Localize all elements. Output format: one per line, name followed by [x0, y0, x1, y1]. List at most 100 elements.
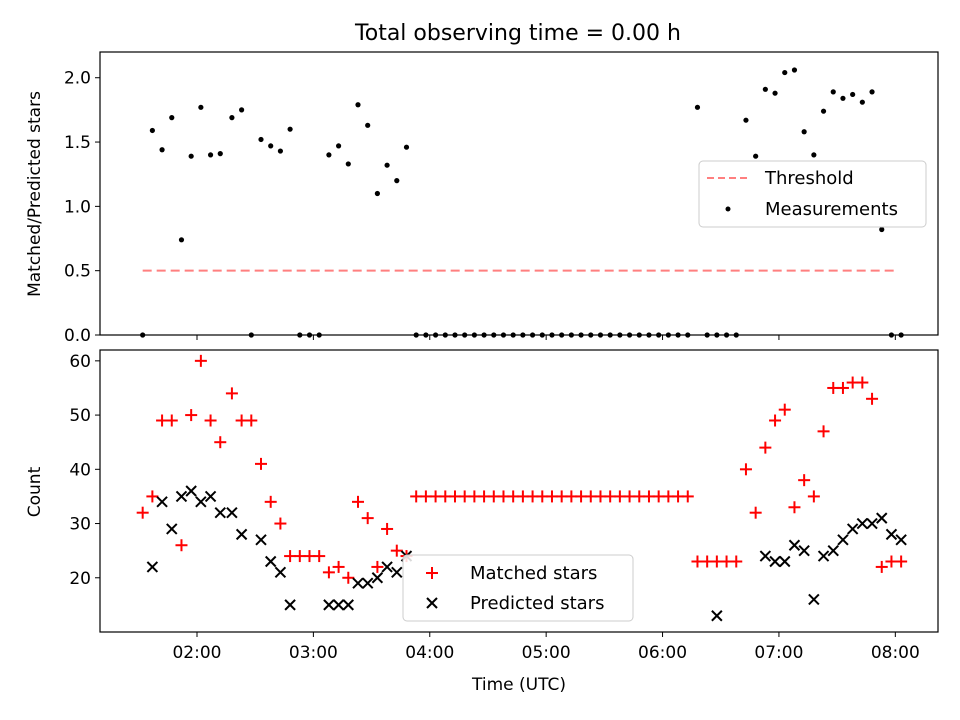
- measurement-point: [549, 332, 555, 338]
- measurement-point: [830, 89, 836, 95]
- legend-top-box: [698, 160, 927, 228]
- predicted-star-point: [817, 550, 830, 562]
- matched-star-point: [185, 409, 198, 422]
- measurement-point: [403, 144, 410, 150]
- measurement-point: [801, 129, 807, 135]
- legend-predicted-label: Predicted stars: [470, 593, 604, 614]
- y-tick-label: 0.0: [64, 326, 91, 346]
- matched-star-point: [836, 381, 849, 394]
- measurement-point: [772, 90, 778, 96]
- matched-star-point: [798, 474, 811, 487]
- legend-measurements-label: Measurements: [765, 199, 898, 220]
- y-tick-label: 40: [69, 460, 91, 480]
- measurement-point: [694, 104, 701, 110]
- measurement-point: [471, 332, 477, 338]
- measurement-point: [510, 332, 516, 338]
- measurement-point: [539, 332, 545, 338]
- predicted-star-point: [235, 528, 248, 541]
- legend-bottom-box: [402, 554, 634, 622]
- measurement-point: [753, 153, 759, 159]
- matched-star-point: [274, 517, 287, 530]
- measurement-point: [607, 332, 613, 338]
- matched-star-point: [895, 555, 908, 568]
- measurement-point: [345, 161, 351, 167]
- matched-star-point: [759, 441, 772, 454]
- matched-star-point: [255, 457, 268, 470]
- panel-ratio-ylabel: Matched/Predicted stars: [25, 91, 45, 297]
- matched-star-point: [204, 414, 217, 427]
- y-tick-label: 50: [69, 406, 91, 426]
- measurement-point: [811, 152, 817, 158]
- predicted-star-point: [779, 555, 791, 568]
- legend-matched-label: Matched stars: [470, 563, 597, 584]
- measurement-point: [462, 332, 468, 338]
- predicted-star-point: [808, 593, 820, 606]
- predicted-star-point: [255, 534, 267, 546]
- measurement-point: [879, 226, 885, 233]
- matched-star-point: [749, 506, 762, 519]
- panel-counts-frame: [99, 349, 939, 633]
- measurement-point: [297, 332, 303, 338]
- predicted-star-point: [274, 566, 287, 579]
- measurement-point: [374, 190, 380, 197]
- measurement-point: [869, 89, 875, 95]
- legend-predicted-swatch: [426, 597, 438, 609]
- measurement-point: [568, 332, 574, 338]
- predicted-star-point: [332, 599, 345, 611]
- measurement-point: [559, 332, 565, 338]
- matched-star-point: [875, 560, 888, 573]
- measurement-point: [850, 91, 856, 98]
- measurement-point: [743, 117, 749, 123]
- measurement-point: [733, 332, 739, 338]
- panel-ratio-y-ticks: 0.0 0.5 1.0 1.5 2.0: [64, 69, 100, 346]
- matched-star-point: [788, 501, 801, 514]
- measurement-point: [898, 332, 904, 338]
- measurement-point: [229, 115, 235, 121]
- matched-star-point: [739, 463, 752, 476]
- matched-star-point: [371, 560, 384, 573]
- matched-star-point: [866, 392, 879, 405]
- measurement-point: [481, 332, 487, 338]
- measurement-point: [626, 332, 633, 338]
- matched-star-point: [730, 555, 743, 568]
- measurement-point: [491, 332, 497, 338]
- predicted-star-point: [391, 566, 403, 579]
- y-tick-label: 2.0: [64, 69, 91, 89]
- matched-star-point: [351, 495, 364, 508]
- measurement-point: [665, 332, 671, 338]
- matched-star-point: [313, 550, 326, 563]
- predicted-star-point: [352, 577, 364, 589]
- matched-star-point: [342, 571, 355, 584]
- matched-star-point: [807, 490, 820, 503]
- measurement-point: [248, 332, 254, 338]
- measurement-point: [326, 152, 332, 158]
- measurement-point: [384, 162, 390, 168]
- matched-star-point: [264, 495, 277, 508]
- predicted-star-point: [175, 490, 188, 503]
- predicted-star-point: [166, 523, 178, 535]
- measurement-point: [258, 136, 264, 143]
- measurement-point: [675, 332, 681, 338]
- matched-star-point: [769, 414, 782, 427]
- measurement-point: [714, 332, 720, 338]
- measurement-point: [277, 148, 284, 154]
- matched-star-point: [165, 414, 178, 427]
- panel-counts-y-ticks: 20 30 40 50 60: [69, 352, 100, 589]
- x-axis-label: Time (UTC): [471, 675, 566, 695]
- measurement-point: [355, 102, 361, 108]
- predicted-star-point: [759, 550, 772, 562]
- measurement-point: [207, 152, 214, 158]
- predicted-star-point: [284, 599, 296, 611]
- matched-star-point: [361, 512, 374, 525]
- panel-ratio-x-ticks: [196, 335, 896, 340]
- x-tick-label: 03:00: [289, 643, 338, 663]
- measurement-point: [646, 332, 652, 338]
- predicted-star-point: [323, 599, 335, 611]
- measurement-point: [217, 151, 223, 157]
- predicted-star-point: [837, 534, 849, 546]
- measurement-point: [840, 95, 846, 101]
- matched-star-point: [136, 506, 149, 519]
- predicted-star-point: [371, 572, 384, 584]
- legend-bottom: Matched stars Predicted stars: [402, 554, 634, 622]
